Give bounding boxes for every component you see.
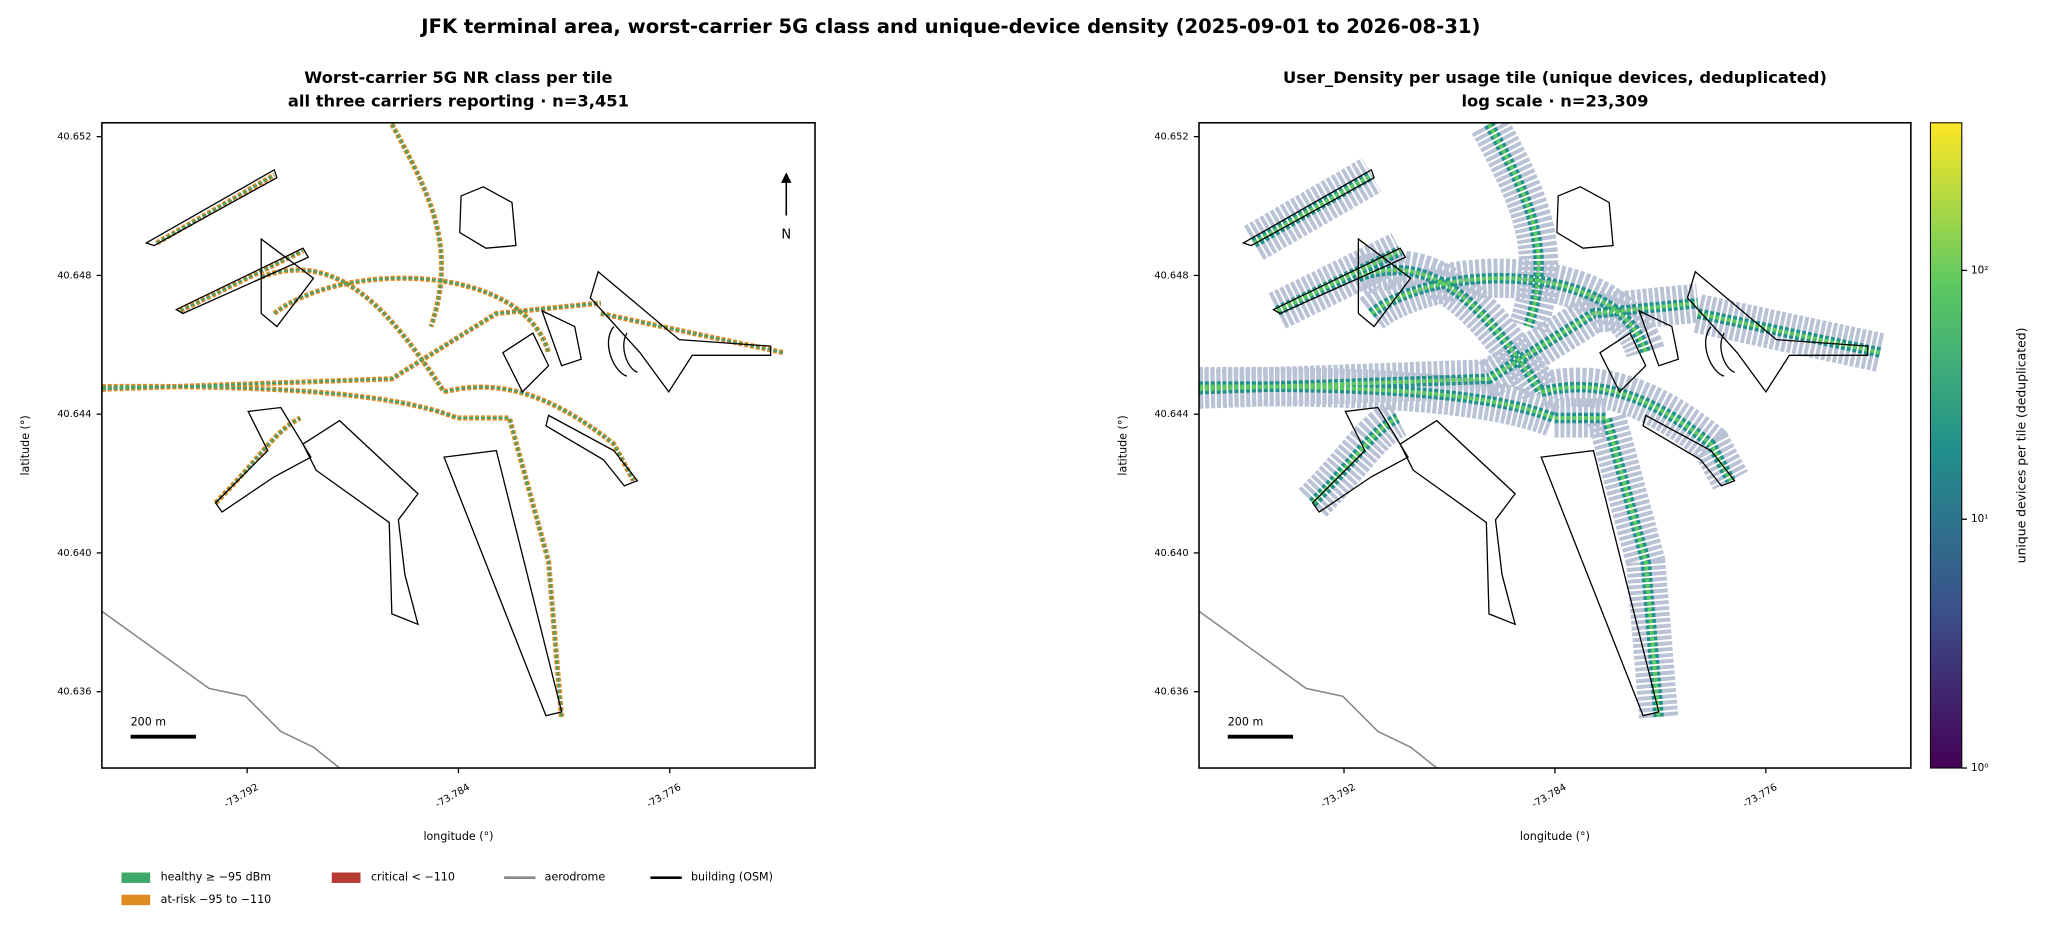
y-tick-label: 40.636 — [1154, 687, 1188, 698]
panel-subtitle: log scale · n=23,309 — [1461, 91, 1648, 110]
x-tick-label: -73.776 — [645, 782, 683, 810]
x-tick-label: -73.784 — [434, 782, 472, 810]
north-arrow-head — [781, 172, 792, 183]
x-tick-label: -73.776 — [1741, 782, 1779, 810]
y-axis-label: latitude (°) — [1116, 415, 1129, 475]
north-label: N — [781, 228, 791, 243]
axes-frame — [101, 122, 816, 769]
y-tick-label: 40.640 — [57, 548, 91, 559]
y-tick-label: 40.644 — [57, 409, 91, 420]
x-axis-label: longitude (°) — [1520, 830, 1590, 843]
legend-swatch — [331, 872, 361, 883]
map-background-right — [1199, 122, 1881, 769]
legend-label: building (OSM) — [691, 871, 773, 884]
y-tick-label: 40.640 — [1154, 548, 1188, 559]
y-tick-label: 40.644 — [1154, 409, 1188, 420]
scale-bar-label: 200 m — [131, 715, 167, 728]
figure-title: JFK terminal area, worst-carrier 5G clas… — [419, 15, 1480, 38]
y-tick-label: 40.648 — [1154, 270, 1188, 281]
scale-bar-label: 200 m — [1228, 715, 1264, 728]
colorbar-label: unique devices per tile (deduplicated) — [2013, 328, 2028, 564]
y-tick-label: 40.652 — [1154, 132, 1188, 143]
colorbar-tick-label: 10² — [1971, 264, 1988, 276]
panel-title: User_Density per usage tile (unique devi… — [1283, 68, 1827, 87]
x-tick-label: -73.792 — [222, 782, 260, 810]
y-axis-label: latitude (°) — [19, 415, 32, 475]
colorbar-tick-label: 10¹ — [1971, 513, 1988, 525]
legend-label: healthy ≥ −95 dBm — [161, 871, 271, 884]
legend-label: critical < −110 — [371, 871, 455, 884]
legend-swatch — [121, 872, 151, 883]
legend-swatch — [121, 894, 151, 906]
y-tick-label: 40.652 — [57, 132, 91, 143]
x-tick-label: -73.784 — [1530, 782, 1568, 810]
panel-title: Worst-carrier 5G NR class per tile — [304, 68, 612, 87]
legend-label: at-risk −95 to −110 — [161, 893, 272, 906]
y-tick-label: 40.648 — [57, 270, 91, 281]
x-axis-label: longitude (°) — [423, 830, 493, 843]
x-tick-label: -73.792 — [1319, 782, 1357, 810]
colorbar — [1929, 122, 1963, 769]
y-tick-label: 40.636 — [57, 687, 91, 698]
panel-subtitle: all three carriers reporting · n=3,451 — [288, 91, 629, 110]
map-background-left — [101, 124, 784, 769]
colorbar-tick-label: 10⁰ — [1971, 762, 1988, 774]
legend-label: aerodrome — [545, 871, 606, 884]
